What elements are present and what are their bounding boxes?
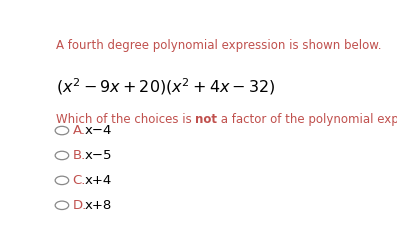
Text: x+8: x+8 xyxy=(85,199,112,212)
Text: A.: A. xyxy=(73,124,86,137)
Text: x+4: x+4 xyxy=(85,174,112,187)
Text: D.: D. xyxy=(73,199,87,212)
Text: A fourth degree polynomial expression is shown below.: A fourth degree polynomial expression is… xyxy=(56,40,381,53)
Text: Which of the choices is: Which of the choices is xyxy=(56,113,195,126)
Text: not: not xyxy=(195,113,217,126)
Text: x−4: x−4 xyxy=(85,124,112,137)
Text: C.: C. xyxy=(73,174,86,187)
Text: B.: B. xyxy=(73,149,86,162)
Text: a factor of the polynomial expression?: a factor of the polynomial expression? xyxy=(217,113,397,126)
Text: $(x^2-9x+20)(x^2+4x-32)$: $(x^2-9x+20)(x^2+4x-32)$ xyxy=(56,76,276,97)
Text: x−5: x−5 xyxy=(85,149,112,162)
